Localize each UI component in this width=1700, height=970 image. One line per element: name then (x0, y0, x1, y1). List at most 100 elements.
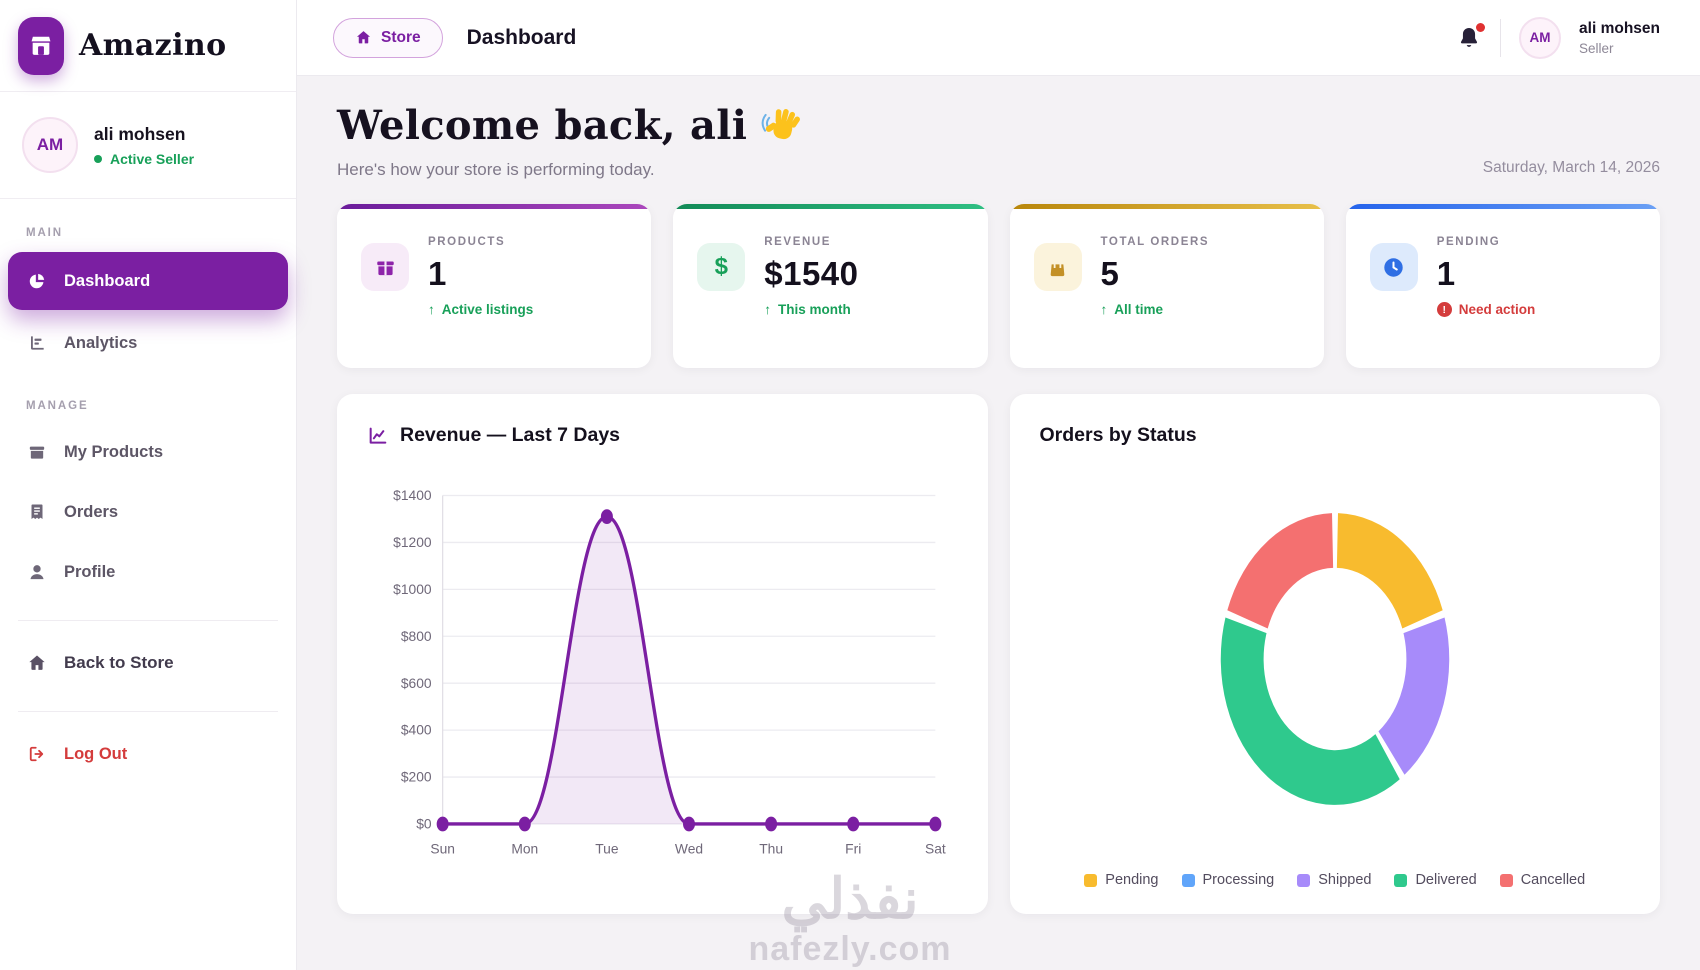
up-arrow-icon: ↑ (428, 302, 435, 317)
home-icon (356, 31, 371, 44)
bar-chart-icon (31, 336, 44, 350)
svg-text:$1400: $1400 (393, 487, 432, 503)
orders-chart-title: Orders by Status (1039, 424, 1197, 446)
sidebar-item-label: Dashboard (64, 271, 151, 290)
svg-text:$1200: $1200 (393, 534, 432, 550)
stat-note-label: Active listings (441, 302, 534, 317)
legend-item-processing: Processing (1181, 872, 1275, 888)
shopping-bag-icon (1033, 243, 1082, 291)
welcome-title: Welcome back, ali (337, 102, 803, 149)
store-button[interactable]: Store (333, 17, 443, 58)
sidebar-item-dashboard[interactable]: Dashboard (8, 252, 288, 310)
legend-label: Shipped (1318, 872, 1372, 888)
sidebar-item-label: My Products (64, 442, 164, 461)
svg-text:Wed: Wed (675, 840, 703, 856)
brand-name: Amazino (79, 28, 227, 63)
box-icon (29, 446, 45, 459)
sidebar-item-profile[interactable]: Profile (8, 545, 288, 599)
brand: Amazino (0, 0, 296, 92)
stat-note-label: Need action (1458, 302, 1536, 317)
stat-value: 1 (428, 255, 447, 292)
legend-swatch (1084, 873, 1098, 887)
log-out-button[interactable]: Log Out (8, 727, 288, 781)
pie-chart-icon (29, 273, 45, 289)
online-dot-icon (94, 154, 102, 163)
topbar: Store Dashboard AM ali mohsen Seller (297, 0, 1700, 76)
user-initials: AM (36, 135, 64, 154)
stat-note-label: All time (1114, 302, 1164, 317)
stat-note: ↑ Active listings (428, 302, 533, 317)
nav-section-main: MAIN (26, 227, 63, 239)
sidebar-item-my-products[interactable]: My Products (8, 425, 288, 479)
sidebar-item-analytics[interactable]: Analytics (8, 316, 288, 370)
waving-hand-icon (761, 108, 801, 139)
stat-value: 5 (1100, 255, 1120, 292)
store-button-label: Store (381, 28, 421, 46)
up-arrow-icon: ↑ (764, 302, 771, 317)
legend-item-pending: Pending (1084, 872, 1159, 888)
sidebar: Amazino AM ali mohsen Active Seller MAIN… (0, 0, 297, 970)
page-title: Dashboard (466, 25, 577, 49)
legend-item-cancelled: Cancelled (1499, 872, 1586, 888)
charts-row: Revenue — Last 7 Days $1400 $1200 $1000 $80… (337, 394, 1660, 914)
user-avatar: AM (22, 117, 78, 173)
svg-text:$0: $0 (416, 816, 432, 832)
legend-label: Processing (1202, 872, 1275, 888)
stat-card-pending: PENDING 1 ! Need action (1345, 204, 1660, 368)
sidebar-item-orders[interactable]: Orders (8, 485, 288, 539)
card-accent-bar (673, 204, 988, 209)
orders-status-card: Orders by Status Pending Processing Shippe… (1009, 394, 1660, 914)
legend-label: Pending (1105, 872, 1159, 888)
stats-row: PRODUCTS 1 ↑ Active listings $ REVENUE $1… (337, 204, 1660, 368)
dollar-icon: $ (697, 243, 746, 291)
stat-value: $1540 (764, 255, 859, 292)
welcome-subtitle: Here's how your store is performing toda… (337, 160, 655, 179)
svg-text:$800: $800 (401, 628, 432, 644)
up-arrow-icon: ↑ (1100, 302, 1108, 317)
line-chart-icon (369, 427, 387, 444)
clock-icon (1369, 243, 1418, 291)
legend-label: Delivered (1415, 872, 1477, 888)
alert-icon: ! (1436, 302, 1452, 317)
nav-section-manage: MANAGE (26, 400, 89, 412)
revenue-line-chart: $1400 $1200 $1000 $800 $600 $400 $200 $0 Sun Mon T… (393, 487, 946, 856)
legend-item-delivered: Delivered (1394, 872, 1477, 888)
stat-card-total-orders: TOTAL ORDERS 5 ↑ All time (1009, 204, 1324, 368)
svg-text:$200: $200 (401, 769, 432, 785)
divider (18, 620, 278, 621)
stat-label: PENDING (1436, 236, 1501, 248)
stat-note-label: This month (778, 302, 851, 317)
stat-note: ! Need action (1436, 302, 1536, 317)
storefront-logo-icon (18, 16, 64, 75)
revenue-chart-title: Revenue — Last 7 Days (400, 424, 621, 446)
card-accent-bar (1345, 204, 1660, 209)
receipt-icon (31, 504, 43, 519)
divider (1500, 18, 1502, 57)
sidebar-item-label: Analytics (64, 333, 138, 352)
divider (18, 711, 278, 712)
stat-card-revenue: $ REVENUE $1540 ↑ This month (673, 204, 988, 368)
sidebar-nav: MAIN Dashboard Analytics MANAGE My Produ… (0, 199, 296, 970)
legend-item-shipped: Shipped (1297, 872, 1371, 888)
orders-donut-chart (1220, 512, 1449, 805)
log-out-label: Log Out (64, 744, 128, 763)
back-to-store-link[interactable]: Back to Store (8, 636, 288, 690)
logout-icon (29, 746, 44, 762)
card-accent-bar (1009, 204, 1324, 209)
stat-card-products: PRODUCTS 1 ↑ Active listings (337, 204, 652, 368)
notifications-button[interactable] (1456, 22, 1486, 51)
stat-label: PRODUCTS (428, 236, 506, 248)
stat-note: ↑ This month (764, 302, 858, 317)
donut-legend: Pending Processing Shipped Delivered Cancell… (1040, 870, 1631, 898)
person-icon (30, 565, 44, 580)
sidebar-user-card: AM ali mohsen Active Seller (0, 92, 296, 199)
svg-text:Thu: Thu (759, 840, 783, 856)
notification-dot (1476, 22, 1486, 32)
sidebar-item-label: Profile (64, 562, 116, 581)
topbar-user-role: Seller (1579, 40, 1614, 56)
svg-text:Sun: Sun (430, 840, 455, 856)
bell-icon (1460, 27, 1478, 47)
back-to-store-label: Back to Store (64, 653, 174, 672)
legend-label: Cancelled (1520, 872, 1586, 888)
topbar-avatar[interactable]: AM (1519, 16, 1562, 59)
